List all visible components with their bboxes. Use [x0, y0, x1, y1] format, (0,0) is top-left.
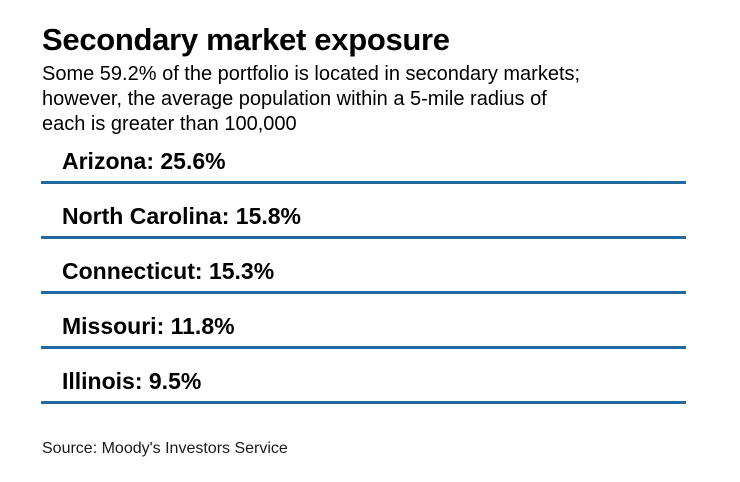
exposure-list: Arizona: 25.6% North Carolina: 15.8% Con…: [41, 150, 686, 404]
list-item-north-carolina: North Carolina: 15.8%: [41, 205, 686, 239]
chart-subtitle: Some 59.2% of the portfolio is located i…: [42, 62, 580, 137]
list-item-label: Missouri: 11.8%: [62, 313, 235, 339]
list-item-label: North Carolina: 15.8%: [62, 203, 301, 229]
list-item-label: Illinois: 9.5%: [62, 368, 202, 394]
list-item-connecticut: Connecticut: 15.3%: [41, 260, 686, 294]
chart-subtitle-line-3: each is greater than 100,000: [42, 113, 297, 135]
list-item-arizona: Arizona: 25.6%: [41, 150, 686, 184]
chart-title: Secondary market exposure: [42, 22, 450, 57]
chart-subtitle-line-2: however, the average population within a…: [42, 88, 547, 110]
list-item-label: Arizona: 25.6%: [62, 148, 226, 174]
list-item-missouri: Missouri: 11.8%: [41, 315, 686, 349]
list-item-illinois: Illinois: 9.5%: [41, 370, 686, 404]
source-attribution: Source: Moody's Investors Service: [42, 440, 288, 457]
list-item-label: Connecticut: 15.3%: [62, 258, 275, 284]
chart-subtitle-line-1: Some 59.2% of the portfolio is located i…: [42, 63, 581, 85]
